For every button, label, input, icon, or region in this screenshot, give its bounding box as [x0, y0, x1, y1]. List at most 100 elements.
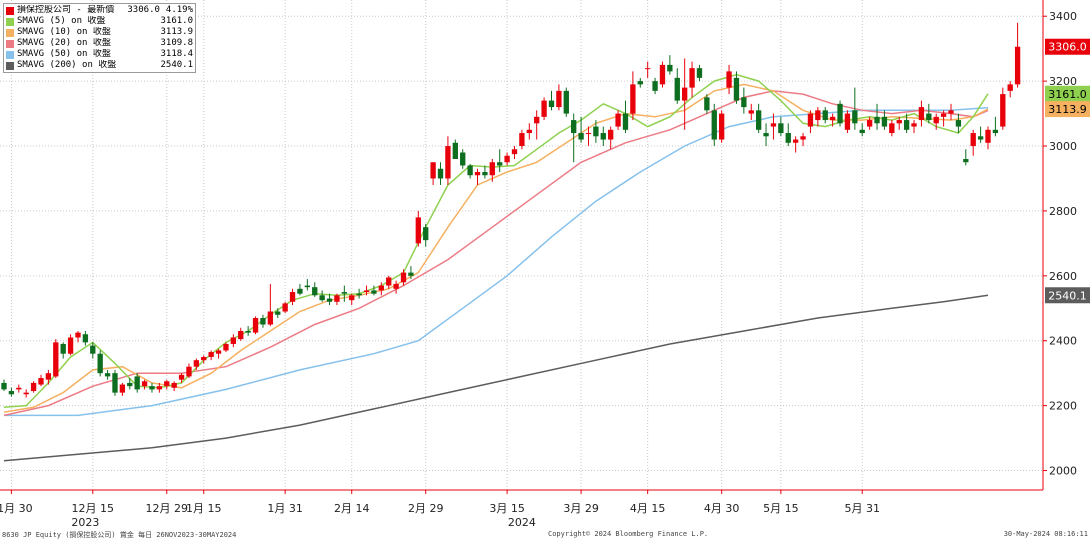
candle-body	[970, 133, 976, 147]
legend-title-change: 4.19%	[165, 5, 193, 15]
candle-body	[430, 162, 436, 179]
candle-body	[112, 373, 118, 393]
legend-item-name: SMAVG (50) on 收盤	[17, 49, 111, 59]
legend-swatch	[6, 50, 14, 59]
candle-body	[903, 120, 910, 130]
candle-body	[541, 100, 547, 117]
candle-body	[45, 373, 52, 380]
candle-body	[467, 165, 473, 176]
x-tick-label: 3月 15	[489, 502, 525, 515]
x-tick-label: 4月 30	[704, 502, 740, 515]
candle-body	[918, 107, 925, 121]
y-tick-label: 3200	[1049, 75, 1077, 88]
candle-body	[297, 288, 303, 294]
candle-body	[356, 293, 362, 296]
candle-body	[319, 295, 325, 301]
legend-item-value: 3109.8	[160, 38, 193, 48]
candle-body	[763, 133, 769, 137]
candle-body	[815, 110, 821, 121]
candle-body	[733, 77, 740, 101]
candle-body	[156, 386, 163, 390]
candle-body	[97, 353, 103, 374]
candle-body	[800, 136, 806, 140]
candle-body	[445, 146, 451, 179]
candle-body	[38, 378, 44, 385]
legend-item: SMAVG (200) on 收盤 2540.1	[6, 60, 193, 71]
candle-body	[393, 283, 399, 289]
candle-body	[556, 90, 562, 108]
candle-body	[933, 116, 939, 124]
candle-body	[90, 345, 96, 354]
legend-item-value: 2540.1	[160, 60, 193, 70]
candle-body	[275, 311, 281, 315]
candle-body	[511, 149, 518, 155]
x-tick-label: 5月 31	[844, 502, 880, 515]
candle-body	[874, 116, 880, 124]
legend-title: 損保控股公司 - 最新價 3306.0 4.19%	[6, 5, 193, 16]
candle-body	[1007, 84, 1013, 91]
footer-timestamp: 30-May-2024 08:16:11	[1003, 530, 1088, 538]
y-tick-label: 2000	[1049, 465, 1077, 478]
candle-body	[497, 162, 503, 166]
candle-body	[1000, 94, 1006, 127]
x-tick-label: 2月 14	[334, 502, 370, 515]
candle-body	[866, 120, 873, 127]
legend-swatch	[6, 28, 14, 37]
legend-item: SMAVG (20) on 收盤 3109.8	[6, 38, 193, 49]
candle-body	[127, 382, 133, 387]
candle-body	[630, 84, 636, 114]
x-tick-label: 2月 29	[408, 502, 444, 515]
series-line	[3, 73, 989, 409]
legend-swatch	[6, 17, 14, 26]
candle-body	[326, 298, 333, 302]
candle-body	[889, 123, 895, 134]
legend-item-name: SMAVG (20) on 收盤	[17, 38, 111, 48]
candle-body	[178, 374, 185, 380]
candle-body	[807, 113, 814, 127]
candle-body	[141, 381, 148, 387]
candle-body	[718, 113, 725, 140]
candle-body	[526, 129, 532, 134]
x-year-label: 2024	[508, 516, 536, 529]
candle-body	[963, 159, 969, 163]
candle-body	[482, 171, 488, 176]
price-label-box	[1045, 85, 1090, 102]
candle-body	[252, 318, 259, 333]
legend-item-value: 3113.9	[160, 27, 193, 37]
price-label-box	[1045, 38, 1090, 55]
price-label-text: 2540.1	[1048, 289, 1087, 302]
candle-body	[881, 116, 888, 127]
candle-body	[844, 113, 851, 130]
price-label-box	[1045, 101, 1090, 118]
candle-body	[896, 120, 902, 124]
candle-body	[201, 356, 207, 361]
candle-body	[755, 110, 762, 130]
legend-item: SMAVG (50) on 收盤 3118.4	[6, 49, 193, 60]
candle-body	[75, 332, 81, 338]
candle-body	[289, 292, 296, 302]
legend-item: SMAVG (10) on 收盤 3113.9	[6, 27, 193, 38]
candle-body	[852, 110, 858, 124]
candle-body	[16, 387, 22, 390]
candle-body	[829, 116, 836, 121]
candle-body	[792, 139, 799, 143]
candle-body	[682, 87, 688, 101]
candle-body	[312, 287, 318, 296]
candle-body	[615, 113, 621, 127]
legend-item-name: SMAVG (200) on 收盤	[17, 60, 117, 70]
candle-body	[659, 64, 666, 85]
series-line	[3, 294, 989, 462]
candle-body	[341, 292, 347, 294]
candle-body	[164, 381, 170, 387]
candle-body	[474, 171, 481, 176]
legend: 損保控股公司 - 最新價 3306.0 4.19% SMAVG (5) on 收…	[3, 3, 196, 73]
x-tick-label: 12月 15	[72, 502, 115, 515]
footer-security-info: 8630 JP Equity (損保控股公司) 賞金 每日 26NOV2023-…	[2, 531, 237, 539]
candle-body	[726, 71, 732, 88]
candle-body	[674, 77, 680, 101]
candle-body	[53, 342, 59, 377]
y-tick-label: 3000	[1049, 140, 1077, 153]
candle-body	[267, 311, 274, 325]
candle-body	[282, 303, 288, 312]
